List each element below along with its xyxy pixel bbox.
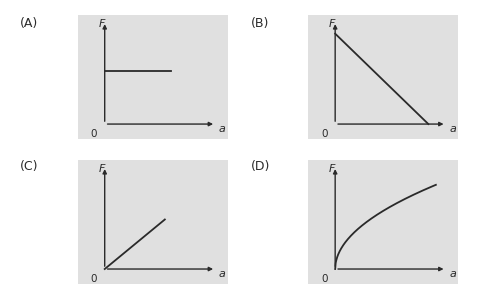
Text: 0: 0	[321, 274, 328, 284]
Text: F: F	[329, 19, 335, 29]
Text: a: a	[219, 269, 226, 279]
Text: (B): (B)	[250, 17, 269, 30]
Text: a: a	[449, 124, 456, 134]
Text: F: F	[99, 164, 105, 174]
Text: (D): (D)	[250, 160, 270, 173]
Text: (C): (C)	[20, 160, 39, 173]
Text: 0: 0	[91, 274, 97, 284]
Text: F: F	[99, 19, 105, 29]
Text: 0: 0	[321, 129, 328, 139]
Text: a: a	[449, 269, 456, 279]
Text: (A): (A)	[20, 17, 38, 30]
Text: 0: 0	[91, 129, 97, 139]
Text: F: F	[329, 164, 335, 174]
Text: a: a	[219, 124, 226, 134]
